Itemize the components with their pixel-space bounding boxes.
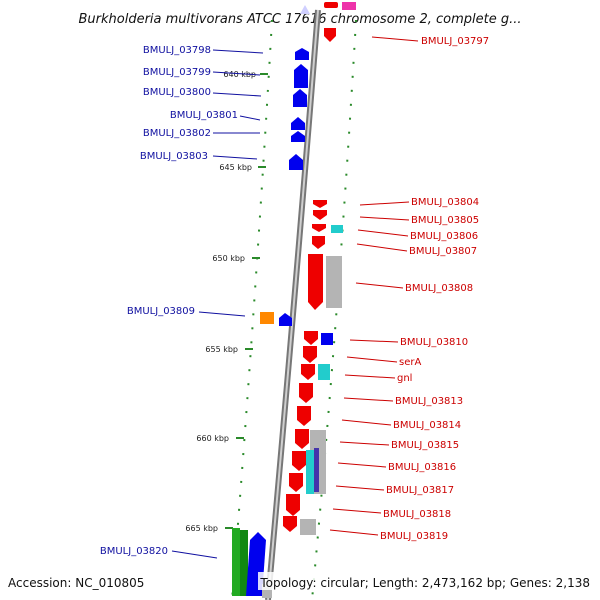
label-bmulj-03799: BMULJ_03799 [143, 67, 211, 78]
forward-gene-arrow [291, 117, 305, 130]
green-feature [240, 530, 248, 596]
label-gnl: gnl [397, 373, 412, 384]
forward-genes-upper [289, 48, 309, 170]
rna-feature [306, 450, 314, 494]
forward-gene-arrow [294, 64, 308, 88]
tick-label-640: 640 kbp [223, 70, 256, 79]
green-feature [232, 528, 240, 596]
label-bmulj-03814: BMULJ_03814 [393, 420, 461, 431]
reverse-gene [324, 2, 338, 8]
forward-gene-arrow [295, 48, 309, 60]
tick-label-655: 655 kbp [205, 345, 238, 354]
reverse-gene-arrow [283, 516, 297, 532]
top-features [300, 2, 356, 42]
reverse-gene-arrow [308, 254, 323, 310]
label-bmulj-03819: BMULJ_03819 [380, 531, 448, 542]
label-bmulj-03798: BMULJ_03798 [143, 45, 211, 56]
label-bmulj-03807: BMULJ_03807 [409, 246, 477, 257]
label-bmulj-03816: BMULJ_03816 [388, 462, 456, 473]
other-feature [300, 519, 316, 535]
reverse-gene-arrow [324, 28, 336, 42]
rna-feature [318, 364, 330, 380]
reverse-genes-middle [260, 200, 343, 326]
reverse-gene-arrow [312, 236, 325, 249]
reverse-gene-arrow [301, 364, 315, 380]
tick-label-645: 645 kbp [219, 163, 252, 172]
label-bmulj-03803: BMULJ_03803 [140, 151, 208, 162]
label-bmulj-03808: BMULJ_03808 [405, 283, 473, 294]
left-gene-labels: BMULJ_03798 BMULJ_03799 BMULJ_03800 BMUL… [100, 45, 264, 559]
label-bmulj-03810: BMULJ_03810 [400, 337, 468, 348]
forward-gene-arrow [300, 5, 310, 14]
orange-feature [260, 312, 274, 324]
reverse-gene-arrow [312, 224, 326, 232]
label-bmulj-03813: BMULJ_03813 [395, 396, 463, 407]
forward-gene [321, 333, 333, 345]
other-feature [326, 256, 342, 308]
label-bmulj-03817: BMULJ_03817 [386, 485, 454, 496]
label-bmulj-03806: BMULJ_03806 [410, 231, 478, 242]
scale-ticks: 640 kbp 645 kbp 650 kbp 655 kbp 660 kbp … [185, 70, 268, 533]
tick-label-665: 665 kbp [185, 524, 218, 533]
label-sera: serA [399, 357, 421, 368]
label-bmulj-03802: BMULJ_03802 [143, 128, 211, 139]
accession-text: Accession: NC_010805 [8, 576, 144, 590]
chromosome-backbone [265, 9, 321, 600]
label-bmulj-03800: BMULJ_03800 [143, 87, 211, 98]
forward-gene-arrow [289, 154, 303, 170]
forward-gene-arrow [293, 89, 307, 107]
forward-gene [314, 448, 319, 492]
reverse-gene-arrow [313, 200, 327, 208]
label-bmulj-03804: BMULJ_03804 [411, 197, 479, 208]
reverse-gene-arrow [292, 451, 306, 471]
label-bmulj-03797: BMULJ_03797 [421, 36, 489, 47]
label-bmulj-03820: BMULJ_03820 [100, 546, 168, 557]
reverse-gene-arrow [303, 346, 317, 363]
reverse-genes-lower [283, 331, 333, 535]
right-gene-labels: BMULJ_03797 BMULJ_03804 BMULJ_03805 BMUL… [329, 36, 489, 542]
forward-gene-arrow [279, 313, 292, 326]
reverse-gene-arrow [289, 473, 303, 492]
reverse-gene-arrow [295, 429, 309, 449]
label-bmulj-03805: BMULJ_03805 [411, 215, 479, 226]
other-feature [262, 584, 272, 598]
reverse-gene-arrow [299, 383, 313, 403]
map-title: Burkholderia multivorans ATCC 17616 chro… [79, 12, 522, 27]
rna-feature [331, 225, 343, 233]
label-bmulj-03801: BMULJ_03801 [170, 110, 238, 121]
tick-label-650: 650 kbp [212, 254, 245, 263]
tick-label-660: 660 kbp [196, 434, 229, 443]
reverse-gene-arrow [304, 331, 318, 345]
reverse-gene-arrow [297, 406, 311, 426]
forward-gene-arrow [291, 131, 305, 142]
pink-feature [342, 2, 356, 10]
footer-background [258, 572, 596, 590]
label-bmulj-03809: BMULJ_03809 [127, 306, 195, 317]
reverse-gene-arrow [286, 494, 300, 516]
topology-summary: Topology: circular; Length: 2,473,162 bp… [259, 576, 590, 590]
label-bmulj-03818: BMULJ_03818 [383, 509, 451, 520]
label-bmulj-03815: BMULJ_03815 [391, 440, 459, 451]
reverse-gene-arrow [313, 210, 327, 220]
